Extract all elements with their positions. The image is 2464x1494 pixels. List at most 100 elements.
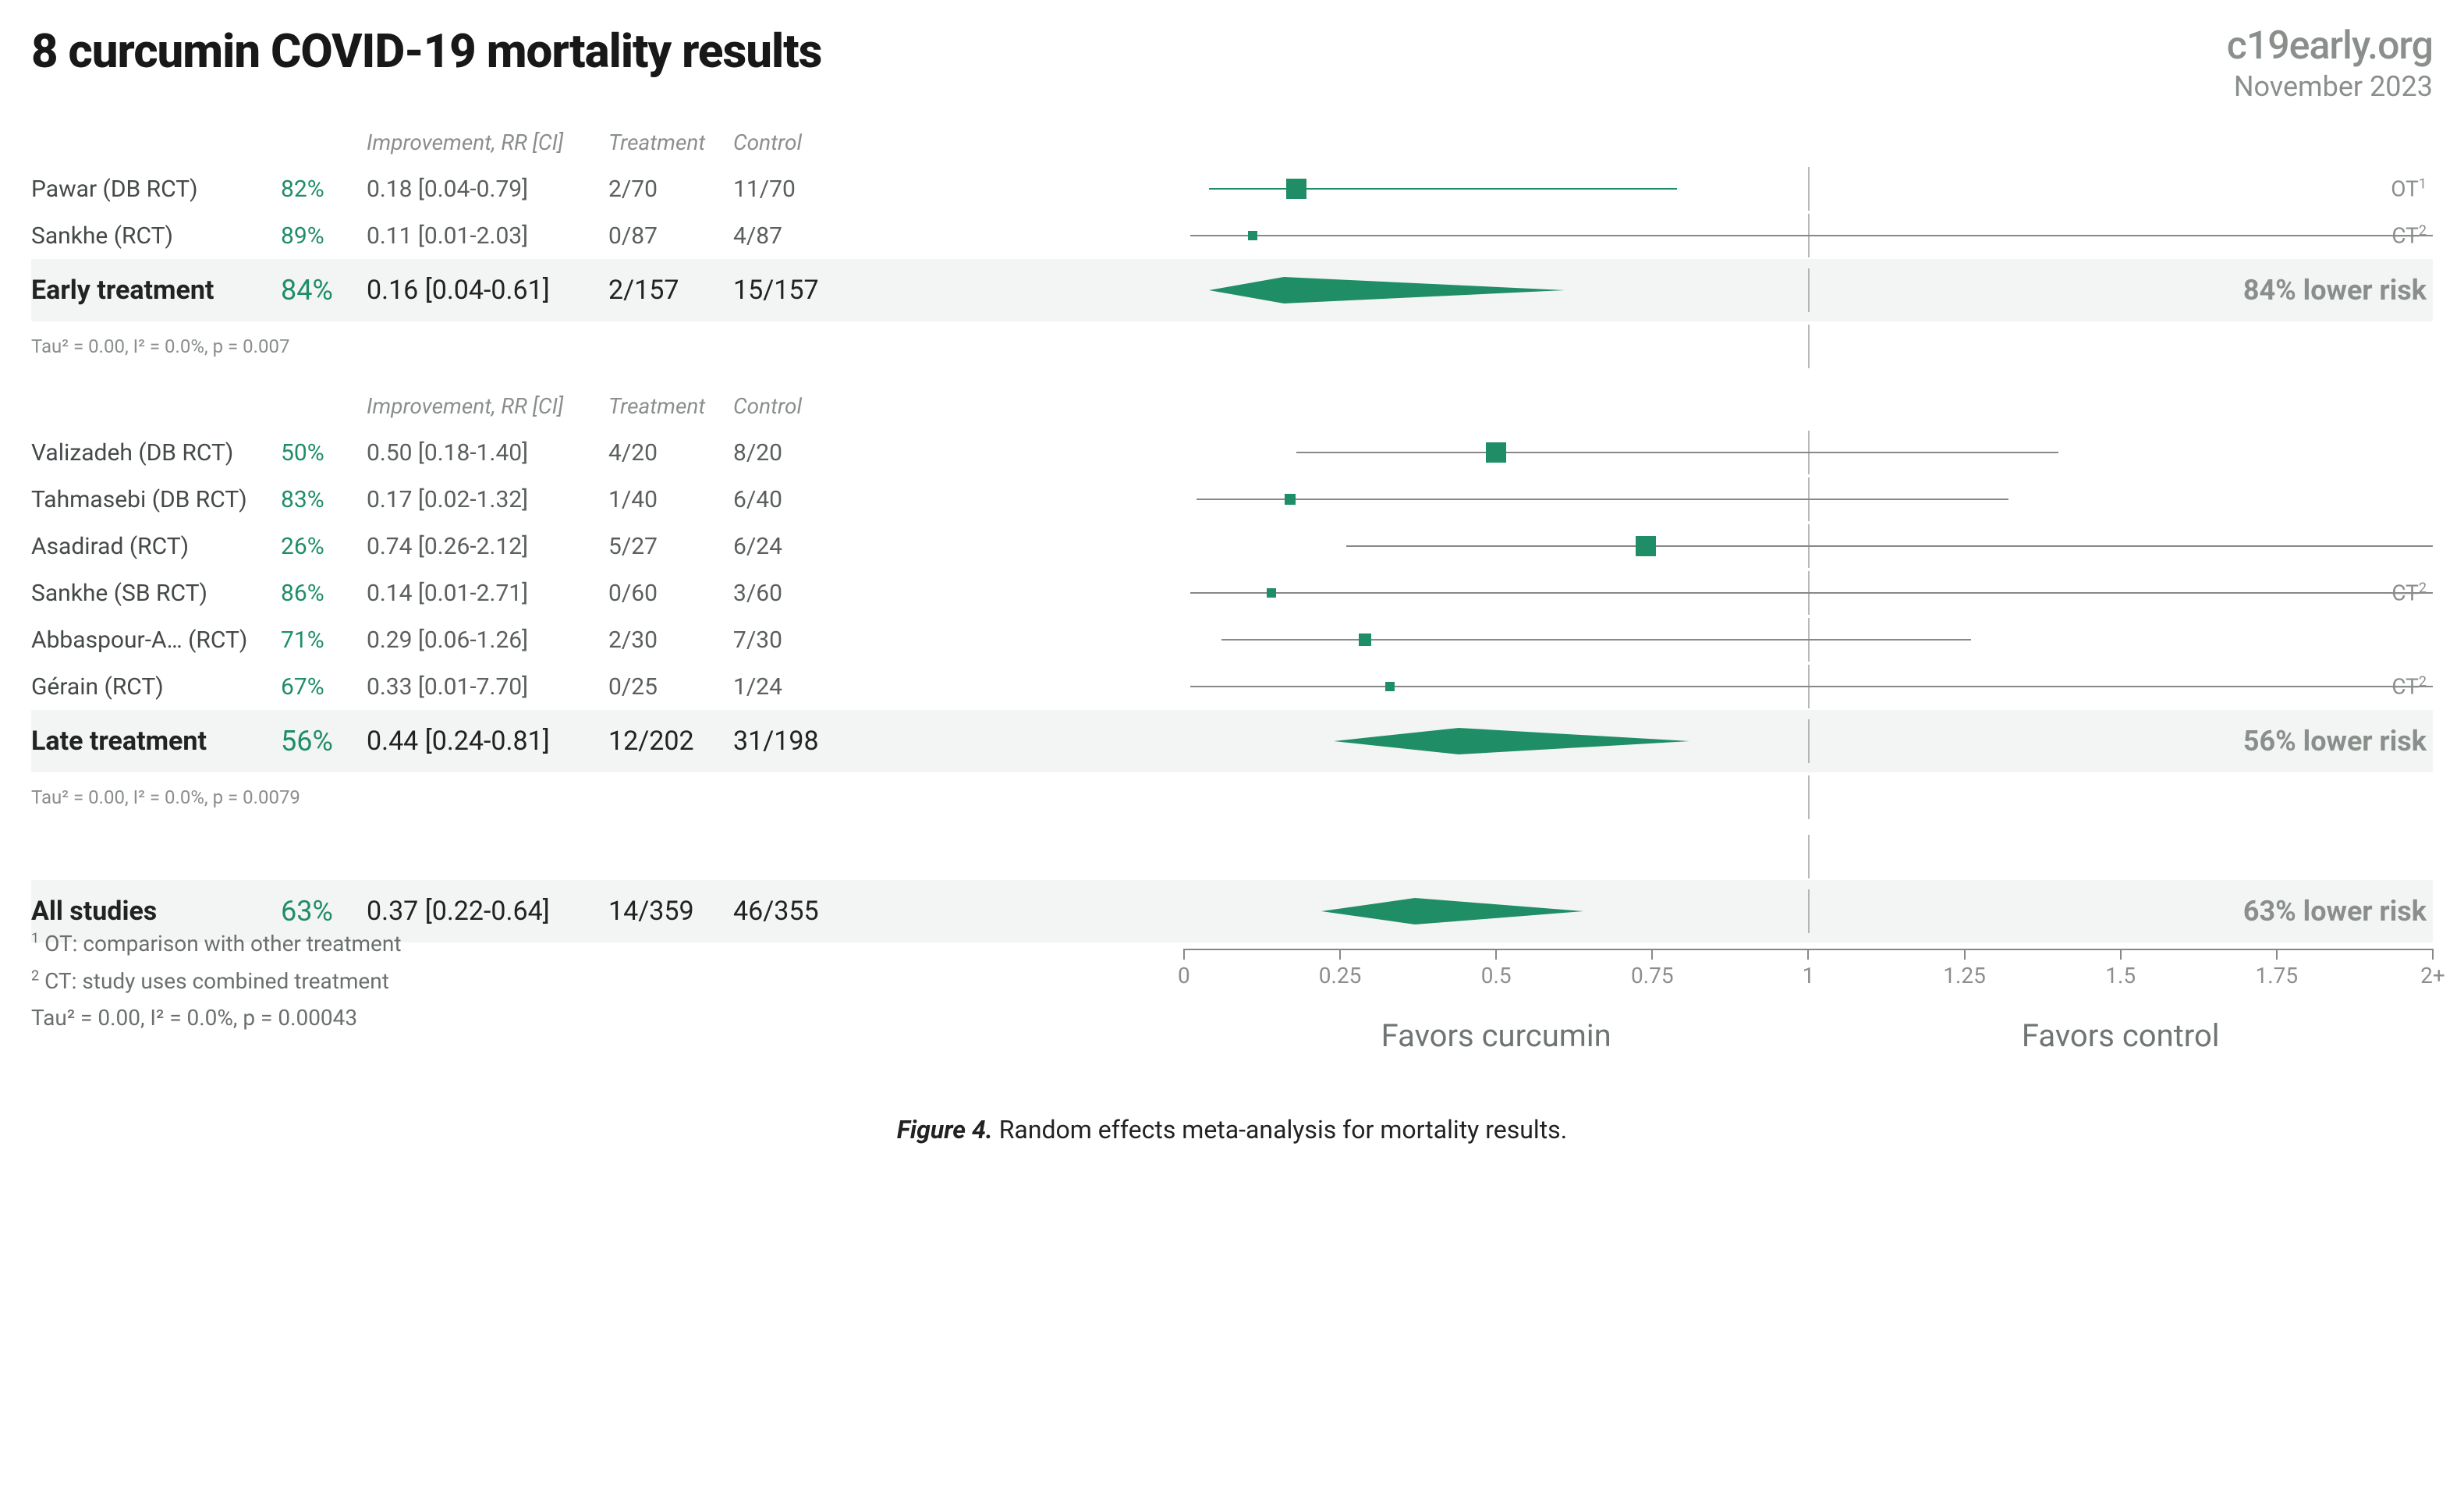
- axis-tick-label: 2+: [2420, 963, 2445, 988]
- header-control: Control: [733, 130, 858, 155]
- treatment-events: 0/87: [608, 222, 733, 250]
- study-row: Sankhe (SB RCT)86%0.14 [0.01-2.71]0/603/…: [31, 570, 2433, 616]
- summary-treatment: 2/157: [608, 275, 733, 306]
- rr-ci: 0.14 [0.01-2.71]: [367, 580, 608, 607]
- axis-tick: [1807, 949, 1809, 960]
- rr-ci: 0.33 [0.01-7.70]: [367, 673, 608, 701]
- point-estimate: [1285, 494, 1296, 505]
- improvement-pct: 26%: [281, 533, 367, 560]
- column-headers: Improvement, RR [CI]TreatmentControl: [31, 119, 2433, 165]
- improvement-pct: 50%: [281, 439, 367, 467]
- axis-tick-label: 1.75: [2256, 963, 2299, 988]
- reference-line: [1808, 835, 1810, 878]
- risk-label: 63% lower risk: [2243, 895, 2427, 928]
- header-treatment: Treatment: [608, 393, 733, 419]
- study-annotation: OT1: [2391, 176, 2427, 201]
- treatment-events: 2/30: [608, 626, 733, 654]
- reference-line: [1808, 719, 1810, 763]
- caption-text: Random effects meta-analysis for mortali…: [999, 1115, 1567, 1144]
- summary-rr-ci: 0.16 [0.04-0.61]: [367, 275, 608, 306]
- study-label: Valizadeh (DB RCT): [31, 439, 281, 467]
- risk-label: 84% lower risk: [2243, 274, 2427, 307]
- study-label: Sankhe (SB RCT): [31, 580, 281, 607]
- column-headers: Improvement, RR [CI]TreatmentControl: [31, 382, 2433, 429]
- improvement-pct: 71%: [281, 626, 367, 654]
- point-estimate: [1267, 588, 1276, 598]
- axis-tick-label: 0.25: [1319, 963, 1362, 988]
- spacer: [31, 833, 2433, 880]
- ci-whisker: [1209, 188, 1677, 190]
- point-estimate: [1248, 231, 1257, 240]
- footnote-stats: Tau² = 0.00, I² = 0.0%, p = 0.00043: [31, 999, 1184, 1037]
- treatment-events: 0/60: [608, 580, 733, 607]
- figure-header: 8 curcumin COVID-19 mortality results c1…: [31, 23, 2433, 103]
- point-estimate: [1486, 442, 1506, 463]
- header-improvement: Improvement, RR [CI]: [367, 130, 608, 155]
- branding-block: c19early.org November 2023: [2227, 23, 2433, 103]
- summary-treatment: 14/359: [608, 896, 733, 927]
- study-row: Valizadeh (DB RCT)50%0.50 [0.18-1.40]4/2…: [31, 429, 2433, 476]
- study-row: Pawar (DB RCT)82%0.18 [0.04-0.79]2/7011/…: [31, 165, 2433, 212]
- point-estimate: [1385, 682, 1395, 691]
- summary-rr-ci: 0.37 [0.22-0.64]: [367, 896, 608, 927]
- study-label: Tahmasebi (DB RCT): [31, 486, 281, 513]
- ci-whisker: [1190, 592, 2433, 594]
- footnotes: 1 OT: comparison with other treatment2 C…: [31, 925, 1184, 1037]
- axis-tick-label: 0.75: [1631, 963, 1674, 988]
- treatment-events: 0/25: [608, 673, 733, 701]
- study-row: Tahmasebi (DB RCT)83%0.17 [0.02-1.32]1/4…: [31, 476, 2433, 523]
- study-annotation: CT2: [2391, 222, 2427, 248]
- control-events: 1/24: [733, 673, 858, 701]
- caption-label: Figure 4.: [897, 1115, 993, 1144]
- summary-pct: 63%: [281, 895, 367, 928]
- axis-tick: [1964, 949, 1966, 960]
- point-estimate: [1359, 633, 1371, 646]
- control-events: 3/60: [733, 580, 858, 607]
- favors-control-label: Favors control: [2022, 1017, 2220, 1054]
- control-events: 8/20: [733, 439, 858, 467]
- treatment-events: 4/20: [608, 439, 733, 467]
- control-events: 6/24: [733, 533, 858, 560]
- summary-pct: 84%: [281, 274, 367, 307]
- axis-tick: [1183, 949, 1185, 960]
- point-estimate: [1636, 536, 1656, 556]
- summary-row: Late treatment56%0.44 [0.24-0.81]12/2023…: [31, 710, 2433, 772]
- summary-label: Early treatment: [31, 275, 281, 306]
- axis-tick: [2432, 949, 2434, 960]
- axis-tick-label: 1: [1803, 963, 1815, 988]
- treatment-events: 5/27: [608, 533, 733, 560]
- study-annotation: CT2: [2391, 580, 2427, 605]
- source-brand: c19early.org: [2227, 23, 2433, 69]
- rr-ci: 0.17 [0.02-1.32]: [367, 486, 608, 513]
- summary-diamond: [1209, 277, 1565, 303]
- rr-ci: 0.74 [0.26-2.12]: [367, 533, 608, 560]
- figure-title: 8 curcumin COVID-19 mortality results: [31, 23, 821, 79]
- improvement-pct: 83%: [281, 486, 367, 513]
- summary-treatment: 12/202: [608, 726, 733, 757]
- risk-label: 56% lower risk: [2243, 725, 2427, 758]
- ci-whisker: [1296, 452, 2058, 453]
- reference-line: [1808, 325, 1810, 368]
- improvement-pct: 89%: [281, 222, 367, 250]
- source-date: November 2023: [2227, 70, 2433, 103]
- axis-tick-label: 0.5: [1481, 963, 1512, 988]
- study-label: Pawar (DB RCT): [31, 176, 281, 203]
- improvement-pct: 86%: [281, 580, 367, 607]
- ci-whisker: [1190, 235, 2433, 236]
- study-annotation: CT2: [2391, 673, 2427, 699]
- axis-tick-label: 0: [1178, 963, 1190, 988]
- summary-label: Late treatment: [31, 726, 281, 757]
- reference-line: [1808, 889, 1810, 933]
- ci-whisker: [1190, 686, 2433, 687]
- summary-pct: 56%: [281, 725, 367, 758]
- reference-line: [1808, 775, 1810, 819]
- study-row: Abbaspour-A… (RCT)71%0.29 [0.06-1.26]2/3…: [31, 616, 2433, 663]
- ci-whisker: [1197, 499, 2008, 500]
- header-treatment: Treatment: [608, 130, 733, 155]
- improvement-pct: 82%: [281, 176, 367, 203]
- heterogeneity-stats: Tau² = 0.00, I² = 0.0%, p = 0.0079: [31, 772, 2433, 833]
- reference-line: [1808, 167, 1810, 211]
- study-label: Asadirad (RCT): [31, 533, 281, 560]
- ci-whisker: [1346, 545, 2433, 547]
- treatment-events: 1/40: [608, 486, 733, 513]
